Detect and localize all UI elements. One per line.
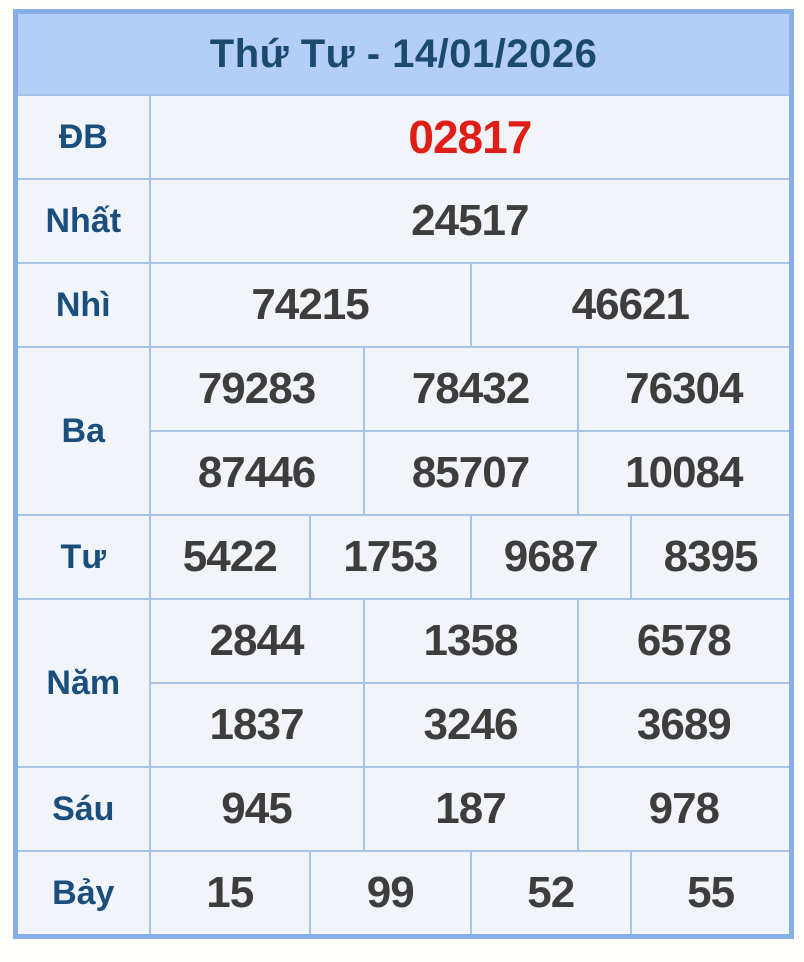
table-row-nhi: Nhì 74215 46621 (14, 262, 793, 348)
prize-label-nhi: Nhì (14, 262, 151, 348)
prize-value: 3246 (362, 682, 579, 768)
table-row-db: ĐB 02817 (14, 94, 793, 180)
lottery-results-table: Thứ Tư - 14/01/2026 ĐB 02817 Nhất 24517 … (13, 9, 795, 939)
prize-value: 978 (576, 766, 793, 852)
prize-value: 79283 (148, 346, 365, 432)
table-row-nam-1: Năm 2844 1358 6578 (14, 598, 793, 768)
prize-label-nhat: Nhất (14, 178, 151, 264)
prize-value: 945 (148, 766, 365, 852)
prize-value: 99 (309, 850, 472, 938)
prize-value: 3689 (576, 682, 793, 768)
prize-label-tu: Tư (14, 514, 151, 600)
prize-value: 24517 (148, 178, 793, 264)
prize-label-nam: Năm (14, 598, 151, 768)
table-row-bay: Bảy 15 99 52 55 (14, 850, 793, 938)
prize-value: 76304 (576, 346, 793, 432)
page-title: Thứ Tư - 14/01/2026 (14, 10, 793, 96)
prize-value: 15 (148, 850, 311, 938)
prize-label-db: ĐB (14, 94, 151, 180)
prize-label-bay: Bảy (14, 850, 151, 938)
prize-value: 5422 (148, 514, 311, 600)
prize-value: 55 (630, 850, 793, 938)
prize-value: 9687 (469, 514, 632, 600)
header-row: Thứ Tư - 14/01/2026 (14, 10, 793, 96)
prize-value: 187 (362, 766, 579, 852)
prize-label-ba: Ba (14, 346, 151, 516)
prize-value: 8395 (630, 514, 793, 600)
table-row-ba-2: 87446 85707 10084 (16, 430, 793, 516)
prize-value: 6578 (576, 598, 793, 684)
table-row-ba-1: Ba 79283 78432 76304 (14, 346, 793, 516)
table-row-nam-2: 1837 3246 3689 (16, 682, 793, 768)
prize-value: 78432 (362, 346, 579, 432)
prize-value: 52 (469, 850, 632, 938)
prize-value: 1753 (309, 514, 472, 600)
table-row-nhat: Nhất 24517 (14, 178, 793, 264)
prize-value: 74215 (148, 262, 472, 348)
prize-value: 85707 (362, 430, 579, 516)
prize-value: 10084 (576, 430, 793, 516)
prize-label-sau: Sáu (14, 766, 151, 852)
prize-value: 1358 (362, 598, 579, 684)
prize-value: 1837 (148, 682, 365, 768)
prize-value: 2844 (148, 598, 365, 684)
prize-value: 87446 (148, 430, 365, 516)
prize-value-db: 02817 (148, 94, 793, 180)
prize-value: 46621 (469, 262, 793, 348)
table-row-tu: Tư 5422 1753 9687 8395 (14, 514, 793, 600)
table-row-sau: Sáu 945 187 978 (14, 766, 793, 852)
